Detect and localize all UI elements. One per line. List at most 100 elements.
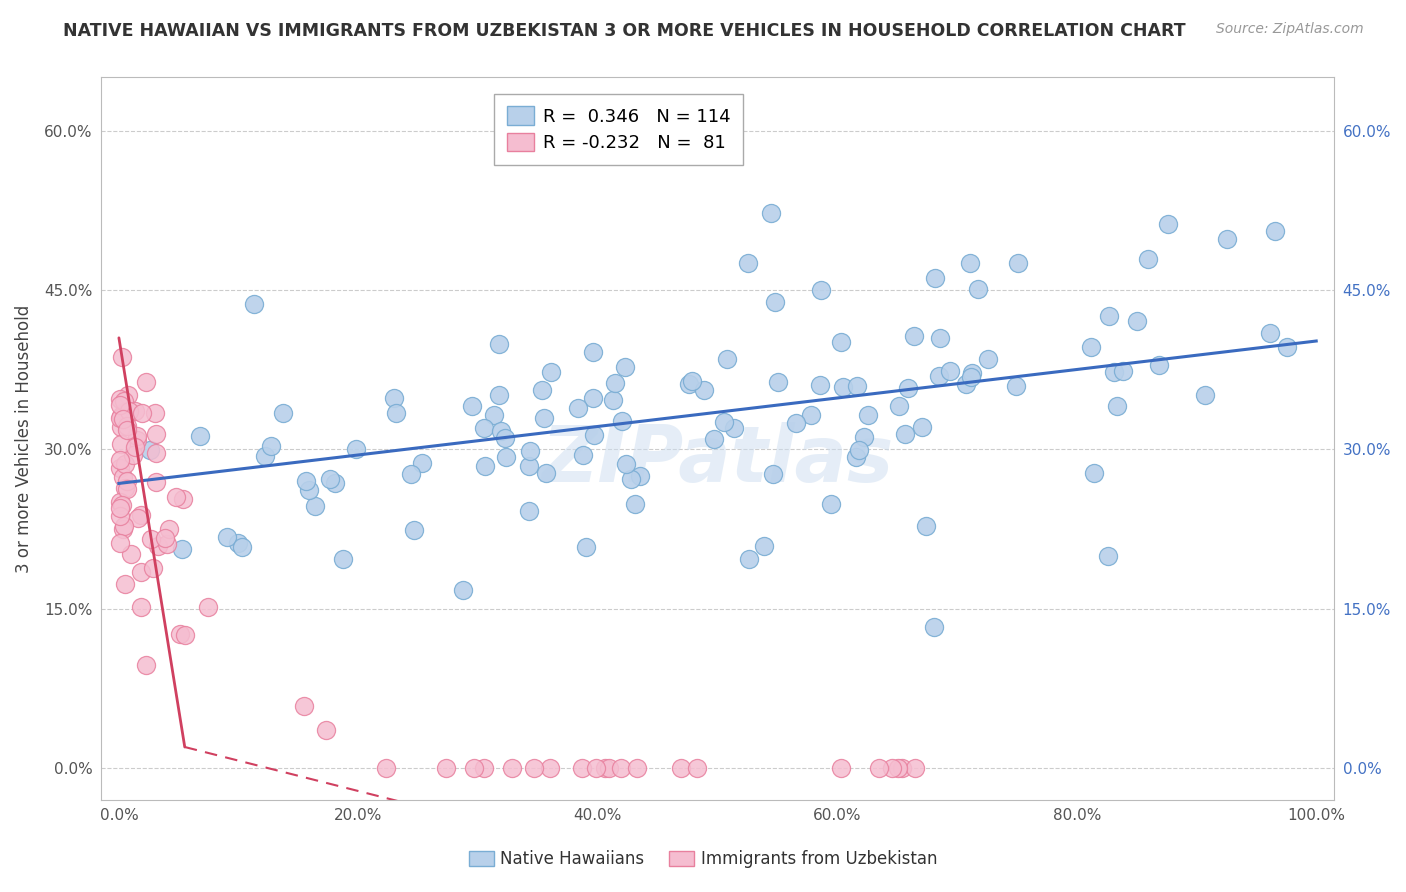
Point — [582, 344, 605, 359]
Point — [904, 761, 927, 775]
Point — [108, 453, 131, 467]
Point — [402, 523, 425, 537]
Point — [1136, 252, 1159, 266]
Point — [1264, 224, 1286, 238]
Point — [111, 351, 134, 365]
Point — [411, 456, 433, 470]
Point — [533, 411, 555, 425]
Point — [114, 481, 136, 495]
Point — [111, 522, 134, 536]
Point — [737, 256, 759, 270]
Point — [112, 393, 135, 408]
Point — [188, 429, 211, 443]
Point — [135, 657, 157, 672]
Text: ZIPatlas: ZIPatlas — [541, 423, 894, 499]
Point — [1007, 256, 1029, 270]
Point — [399, 467, 422, 482]
Point — [540, 365, 562, 379]
Point — [129, 600, 152, 615]
Point — [115, 423, 138, 437]
Point — [315, 723, 337, 737]
Point — [121, 448, 143, 462]
Point — [571, 448, 593, 462]
Point — [111, 498, 134, 512]
Point — [451, 582, 474, 597]
Point — [120, 547, 142, 561]
Point — [752, 539, 775, 553]
Legend: R =  0.346   N = 114, R = -0.232   N =  81: R = 0.346 N = 114, R = -0.232 N = 81 — [495, 94, 744, 165]
Point — [174, 628, 197, 642]
Point — [626, 761, 648, 775]
Legend: Native Hawaiians, Immigrants from Uzbekistan: Native Hawaiians, Immigrants from Uzbeki… — [461, 844, 945, 875]
Point — [125, 433, 148, 447]
Point — [197, 600, 219, 615]
Point — [523, 761, 546, 775]
Point — [723, 421, 745, 435]
Point — [737, 552, 759, 566]
Point — [856, 408, 879, 422]
Point — [887, 761, 910, 775]
Point — [595, 761, 617, 775]
Point — [1098, 309, 1121, 323]
Point — [830, 761, 852, 775]
Point — [1258, 326, 1281, 341]
Point — [890, 761, 912, 775]
Point — [124, 440, 146, 454]
Point — [141, 561, 163, 575]
Point — [495, 450, 517, 465]
Text: NATIVE HAWAIIAN VS IMMIGRANTS FROM UZBEKISTAN 3 OR MORE VEHICLES IN HOUSEHOLD CO: NATIVE HAWAIIAN VS IMMIGRANTS FROM UZBEK… — [63, 22, 1185, 40]
Point — [938, 364, 960, 378]
Point — [766, 376, 789, 390]
Point — [703, 432, 725, 446]
Point — [844, 450, 866, 464]
Point — [488, 388, 510, 402]
Point — [1102, 364, 1125, 378]
Point — [620, 472, 643, 486]
Point — [488, 337, 510, 351]
Point — [115, 474, 138, 488]
Point — [170, 541, 193, 556]
Point — [763, 294, 786, 309]
Point — [145, 475, 167, 489]
Point — [124, 404, 146, 418]
Point — [585, 761, 607, 775]
Point — [110, 409, 132, 424]
Point — [374, 761, 396, 775]
Point — [108, 410, 131, 425]
Point — [472, 761, 495, 775]
Point — [298, 483, 321, 497]
Point — [894, 427, 917, 442]
Point — [135, 375, 157, 389]
Point — [323, 475, 346, 490]
Point — [108, 501, 131, 516]
Point — [762, 467, 785, 481]
Point — [678, 376, 700, 391]
Point — [713, 415, 735, 429]
Point — [759, 205, 782, 219]
Point — [959, 255, 981, 269]
Point — [385, 406, 408, 420]
Point — [292, 698, 315, 713]
Point — [820, 497, 842, 511]
Point — [830, 334, 852, 349]
Point — [960, 366, 983, 380]
Point — [623, 497, 645, 511]
Point — [346, 442, 368, 457]
Point — [382, 391, 405, 405]
Point — [461, 399, 484, 413]
Point — [117, 405, 139, 419]
Point — [612, 414, 634, 428]
Point — [848, 443, 870, 458]
Point — [924, 270, 946, 285]
Point — [628, 469, 651, 483]
Point — [1216, 231, 1239, 245]
Point — [977, 352, 1000, 367]
Point — [519, 443, 541, 458]
Point — [880, 761, 903, 775]
Point — [693, 383, 716, 397]
Point — [911, 420, 934, 434]
Point — [534, 467, 557, 481]
Point — [131, 508, 153, 522]
Point — [110, 437, 132, 451]
Point — [903, 329, 925, 343]
